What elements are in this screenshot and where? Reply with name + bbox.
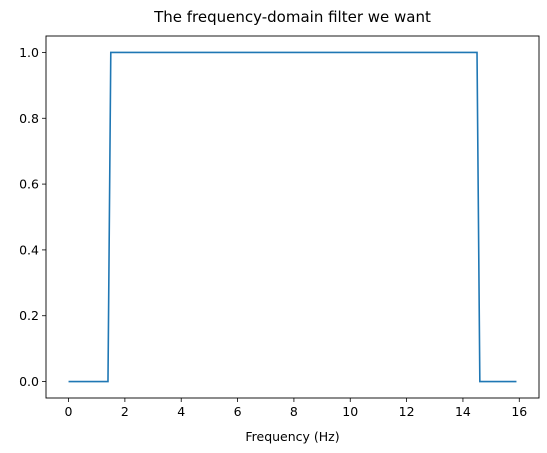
x-tick-label: 16: [511, 404, 527, 419]
x-tick-label: 12: [399, 404, 415, 419]
x-tick-label: 2: [121, 404, 129, 419]
x-tick-label: 14: [455, 404, 471, 419]
y-tick-label: 1.0: [19, 45, 39, 60]
y-tick-label: 0.6: [19, 177, 39, 192]
x-tick-label: 0: [65, 404, 73, 419]
y-tick-label: 0.0: [19, 374, 39, 389]
x-axis: 0 2 4 6 8 10 12 14 16: [65, 398, 527, 419]
x-tick-label: 6: [234, 404, 242, 419]
y-axis: 0.0 0.2 0.4 0.6 0.8 1.0: [19, 45, 46, 389]
series-layer: [68, 51, 517, 383]
x-axis-label: Frequency (Hz): [245, 429, 339, 444]
x-tick-label: 10: [342, 404, 358, 419]
x-tick-label: 4: [177, 404, 185, 419]
y-tick-label: 0.8: [19, 111, 39, 126]
chart-title: The frequency-domain filter we want: [153, 8, 431, 26]
series-line-0: [68, 51, 517, 383]
y-tick-label: 0.4: [19, 242, 39, 257]
plot-background: [46, 36, 539, 398]
y-tick-label: 0.2: [19, 308, 39, 323]
plot-frame: [45, 35, 540, 399]
x-tick-label: 8: [290, 404, 298, 419]
